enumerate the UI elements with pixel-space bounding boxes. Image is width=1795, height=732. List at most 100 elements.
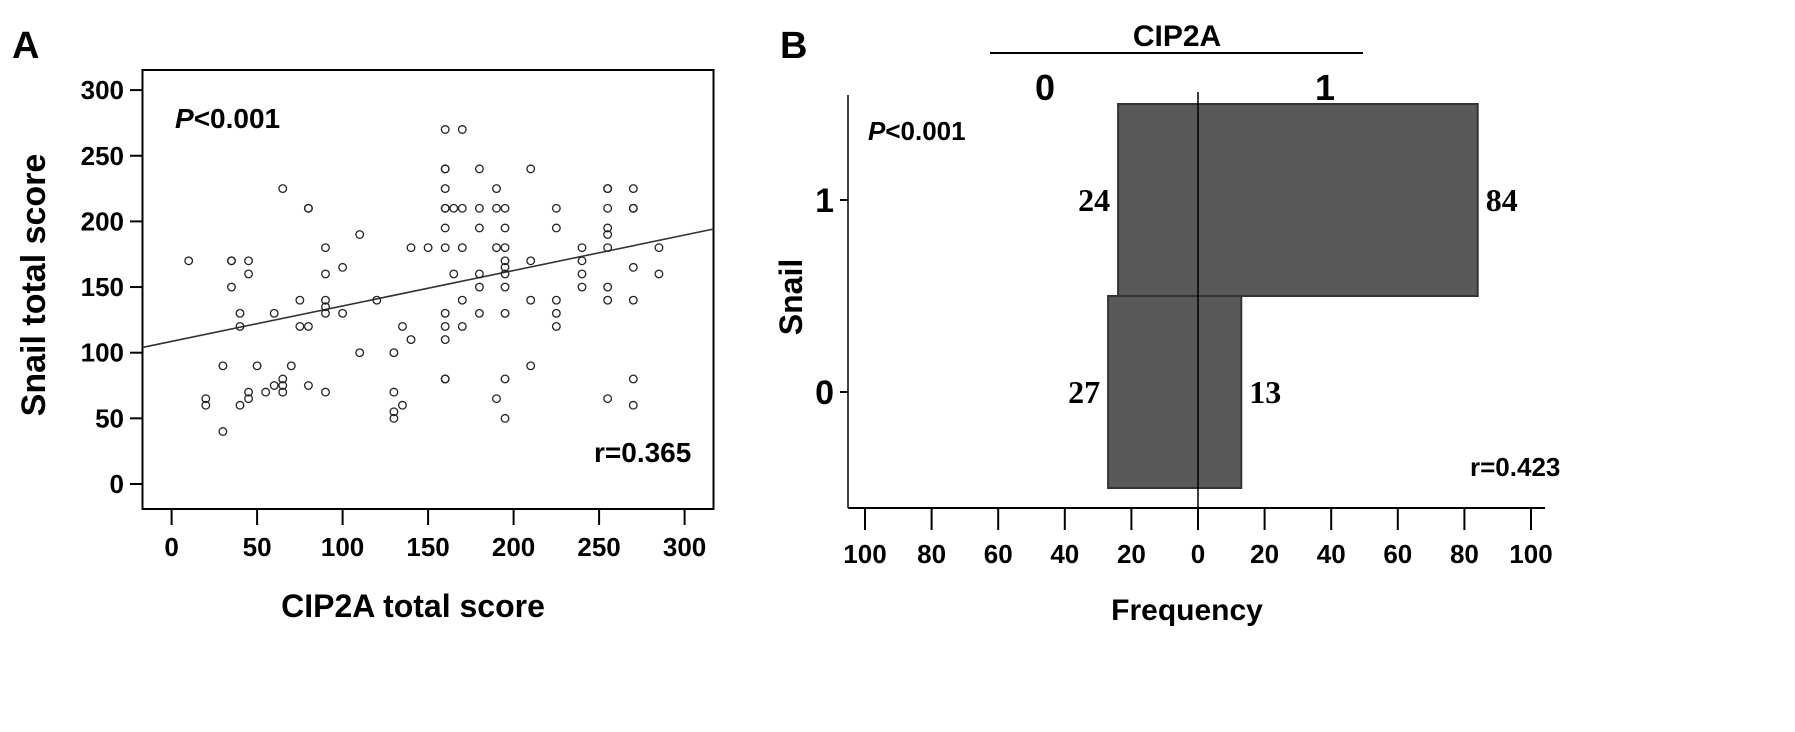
data-point [603,295,613,305]
data-point [226,282,236,292]
data-point [440,203,450,213]
data-point [201,400,211,410]
data-point [492,243,501,253]
data-point [303,321,313,331]
data-point [303,381,313,390]
data-point [321,308,330,318]
x-tick-label-b: 60 [984,539,1013,569]
x-tick-label-a: 50 [243,532,272,562]
data-point [500,374,510,384]
data-point [577,256,587,266]
data-point [440,308,450,318]
bar-value-labels: 24 84 27 13 [1068,182,1518,410]
y-tick-label-a: 300 [81,75,124,105]
data-point [355,230,365,239]
data-point [526,295,536,305]
data-point [372,295,382,305]
data-point [654,243,664,253]
x-tick-label-a: 0 [164,532,178,562]
data-point [269,381,279,390]
data-point [278,374,288,384]
data-point [457,125,467,134]
bar-label-right: 84 [1486,182,1518,218]
x-tick-label-a: 250 [577,532,620,562]
data-point [201,394,211,404]
data-point [603,230,613,239]
y-axis-b: 10 [815,182,848,412]
x-axis-label-b: Frequency [1111,594,1263,627]
data-point [440,243,450,253]
data-point [500,223,510,233]
y-tick-label-b: 0 [815,374,834,412]
data-point [389,348,399,358]
bar-label-right: 13 [1249,374,1281,410]
p-value-a: P<0.001 [175,103,280,134]
y-tick-label-b: 1 [815,182,834,220]
x-tick-label-b: 40 [1050,539,1079,569]
data-point [500,243,510,253]
y-axis-label-a: Snail total score [15,154,53,417]
y-tick-label-a: 50 [95,403,124,433]
data-point [235,308,245,318]
data-point [526,256,536,266]
data-point [440,184,450,194]
data-point [440,335,450,345]
data-point [551,308,561,318]
data-point [457,321,467,331]
scatter-points [184,125,664,436]
data-point [551,203,561,213]
bars [1107,103,1479,489]
x-axis-a: 0 50 100 150 200 250 300 [164,509,706,562]
data-point [184,256,194,266]
data-point [603,394,613,404]
data-point [338,262,348,272]
x-tick-label-a: 300 [663,532,706,562]
bar-label-left: 27 [1068,374,1100,410]
data-point [321,295,330,305]
bar-snail-1 [1117,103,1479,297]
data-point [628,374,638,384]
y-tick-label-a: 250 [81,141,124,171]
data-point [398,321,407,331]
data-point [551,295,561,305]
data-point [406,335,416,345]
p-text: <0.001 [194,103,280,134]
y-axis-label-b: Snail [773,259,809,335]
data-point [474,203,484,213]
data-point [474,164,484,174]
data-point [218,427,228,436]
y-tick-label-a: 150 [81,272,124,302]
data-point [278,184,288,194]
data-point [440,164,450,174]
data-point [235,321,245,331]
data-point [474,269,484,279]
regression-line [142,228,714,349]
data-point [278,387,288,397]
y-tick-label-a: 0 [110,469,124,499]
x-tick-label-a: 150 [406,532,449,562]
data-point [440,223,450,233]
group-title: CIP2A [1133,20,1221,53]
r-value-a: r=0.365 [594,437,691,468]
data-point [603,203,613,213]
data-point [321,387,330,397]
data-point [440,374,450,384]
y-tick-label-a: 200 [81,206,124,236]
data-point [603,282,613,292]
x-tick-label-b: 60 [1383,539,1412,569]
data-point [389,407,399,417]
x-tick-label-b: 80 [917,539,946,569]
bar-label-left: 24 [1078,182,1110,218]
data-point [321,243,330,253]
data-point [321,269,330,279]
data-point [628,295,638,305]
data-point [389,387,399,397]
data-point [235,400,245,410]
bar-snail-0 [1107,295,1243,489]
data-point [286,361,296,371]
x-axis-label-a: CIP2A total score [281,588,545,624]
data-point [449,269,459,279]
data-point [628,184,638,194]
x-tick-label-b: 20 [1117,539,1146,569]
